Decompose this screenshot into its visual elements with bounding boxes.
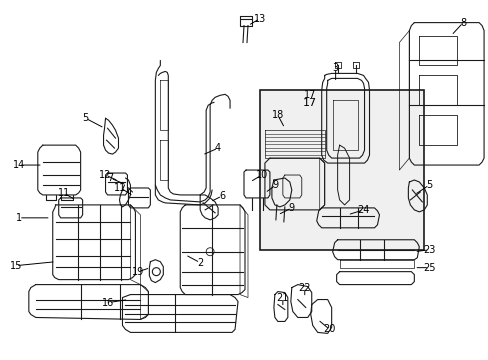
Text: 11: 11	[58, 188, 70, 198]
Text: 10: 10	[255, 170, 267, 180]
Text: 14: 14	[13, 160, 25, 170]
Text: 7: 7	[107, 173, 113, 183]
Text: 15: 15	[10, 261, 22, 271]
Text: 2: 2	[197, 258, 203, 268]
Text: 25: 25	[422, 263, 435, 273]
Text: 4: 4	[215, 143, 221, 153]
Text: 16: 16	[102, 297, 114, 307]
Text: 5: 5	[425, 180, 431, 190]
Text: 18: 18	[271, 110, 284, 120]
Text: 20: 20	[323, 324, 335, 334]
Text: 24: 24	[357, 205, 369, 215]
Text: 1: 1	[16, 213, 22, 223]
Text: 9: 9	[288, 203, 294, 213]
Bar	[260, 90, 424, 250]
Text: 8: 8	[459, 18, 465, 28]
Text: 22: 22	[298, 283, 310, 293]
Text: 12: 12	[99, 170, 111, 180]
Text: 17: 17	[303, 90, 315, 100]
Text: 13: 13	[253, 14, 265, 24]
Text: 6: 6	[219, 191, 224, 201]
Text: 23: 23	[422, 245, 435, 255]
Text: 21: 21	[276, 293, 288, 302]
Text: 5: 5	[82, 113, 88, 123]
Text: 3: 3	[332, 63, 338, 73]
Text: 17: 17	[302, 98, 316, 108]
Text: 11: 11	[114, 183, 126, 193]
Text: 19: 19	[132, 267, 144, 276]
Text: 9: 9	[272, 180, 278, 190]
